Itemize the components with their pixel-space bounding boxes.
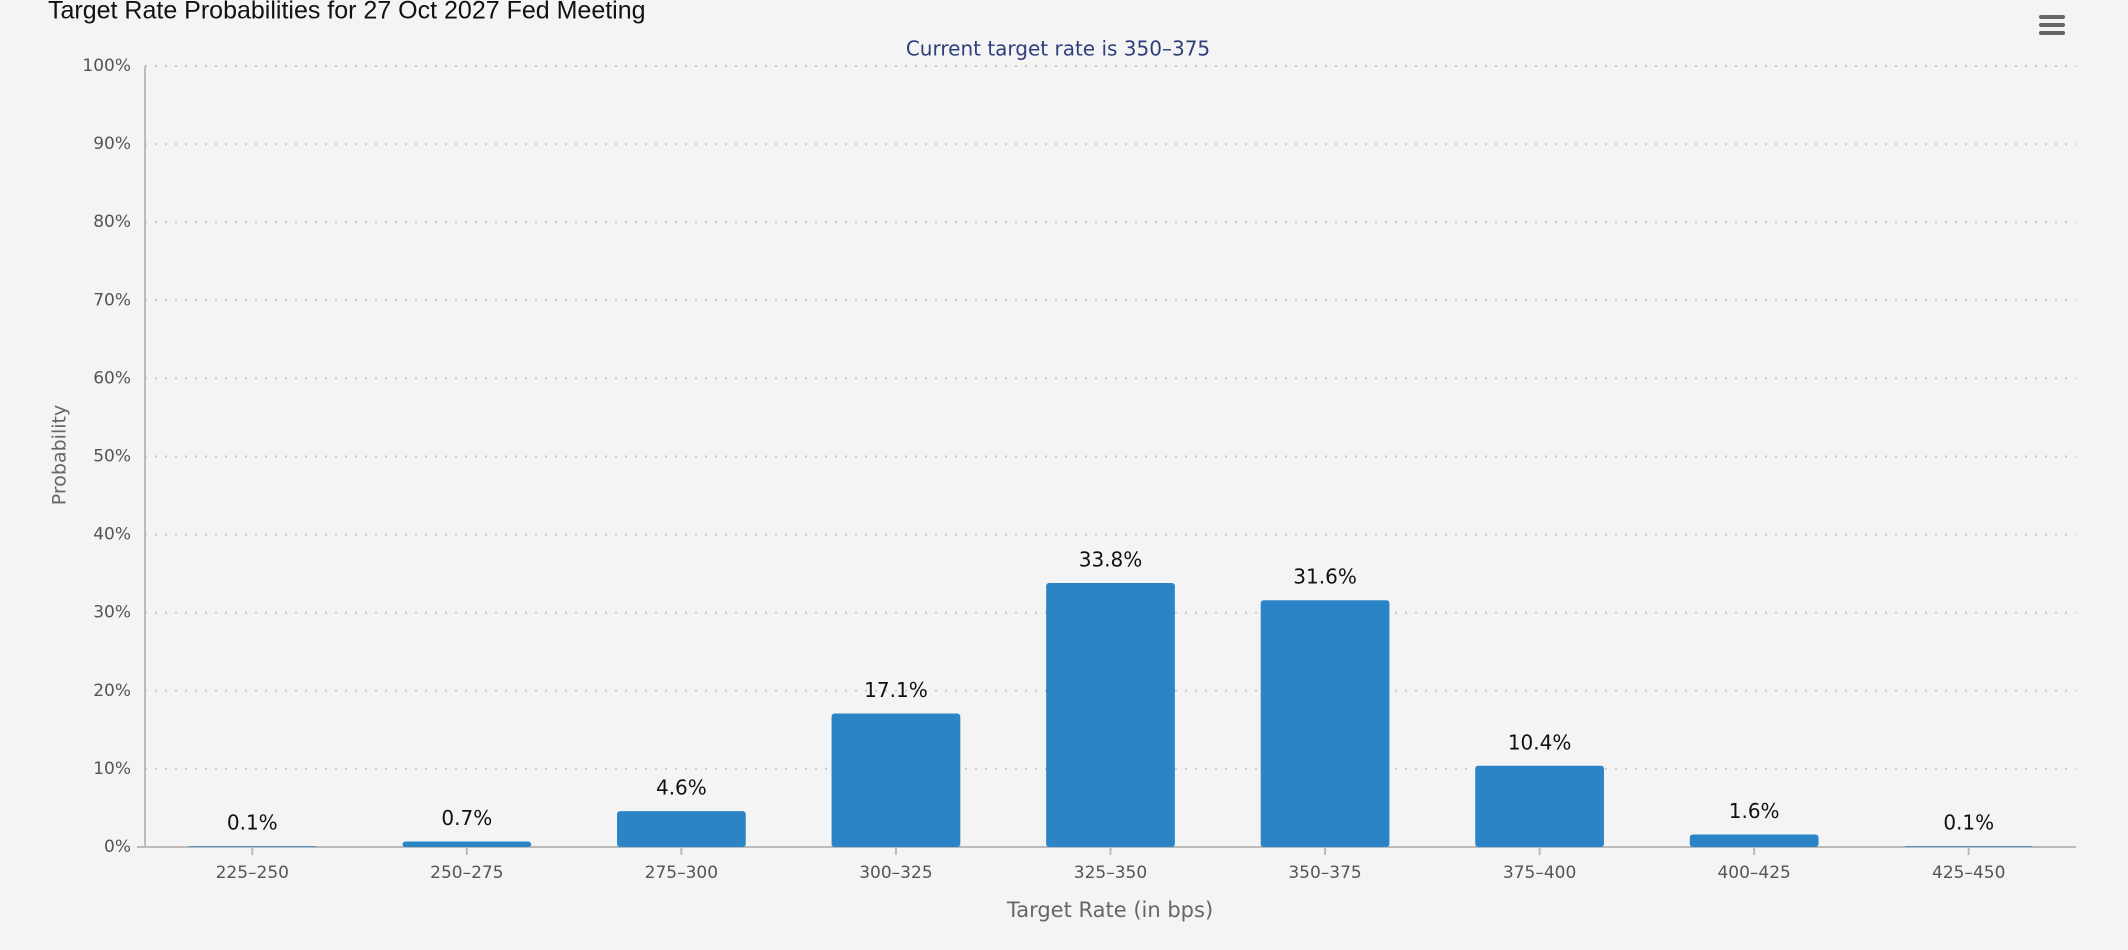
y-tick-label: 10% [93,759,131,779]
bar [187,846,317,847]
bar [1046,583,1175,847]
x-tick-label: 225–250 [216,863,289,883]
value-label: 33.8% [1079,548,1143,572]
x-tick-label: 425–450 [1932,863,2005,883]
x-tick-label: 375–400 [1503,863,1576,883]
menu-bar [2039,31,2065,35]
y-tick-label: 50% [93,447,131,467]
chart-subtitle: Current target rate is 350–375 [906,37,1210,61]
y-tick-label: 70% [93,290,131,310]
menu-button[interactable] [2039,15,2065,35]
value-label: 31.6% [1293,565,1357,589]
x-tick-label: 300–325 [859,863,932,883]
y-tick-label: 40% [93,525,131,545]
value-label: 0.1% [1943,811,1994,835]
value-label: 4.6% [656,776,707,800]
y-tick-label: 0% [104,837,131,857]
y-tick-label: 60% [93,368,131,388]
y-tick-label: 100% [82,56,131,76]
y-tick-label: 20% [93,681,131,701]
value-label: 0.1% [227,811,278,835]
y-axis-label: Probability [49,405,71,505]
y-tick-label: 30% [93,603,131,623]
bar [1260,600,1390,847]
menu-bar [2039,23,2065,27]
x-tick-label: 275–300 [645,863,718,883]
bar [1475,765,1604,847]
bar [402,841,532,847]
x-tick-label: 400–425 [1717,863,1790,883]
chart-title: Target Rate Probabilities for 27 Oct 202… [48,0,646,25]
bar [617,811,746,847]
value-label: 0.7% [441,806,492,830]
bar [831,713,961,847]
x-tick-label: 325–350 [1074,863,1147,883]
y-tick-label: 90% [93,134,131,154]
value-label: 1.6% [1729,799,1780,823]
x-tick-label: 250–275 [430,863,503,883]
value-label: 17.1% [864,678,928,702]
bar [1904,846,2034,847]
bar [1689,834,1819,847]
x-tick-label: 350–375 [1288,863,1361,883]
menu-bar [2039,15,2065,19]
x-axis-label: Target Rate (in bps) [1006,898,1213,922]
y-tick-label: 80% [93,212,131,232]
value-label: 10.4% [1508,730,1572,754]
